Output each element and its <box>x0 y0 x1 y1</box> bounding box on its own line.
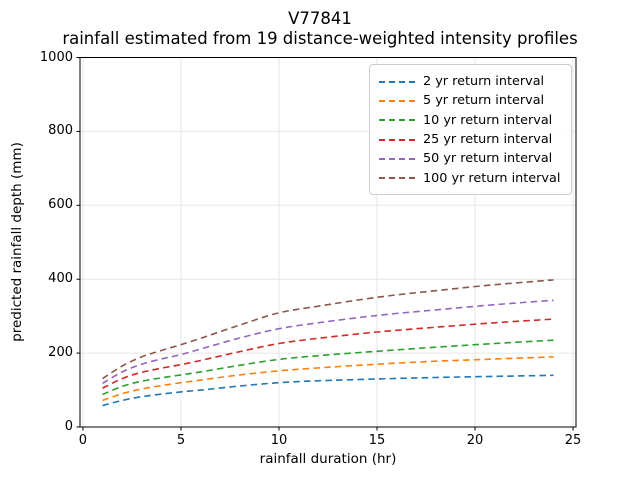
x-tick-label: 0 <box>78 433 88 448</box>
legend-item-label: 5 yr return interval <box>423 93 545 109</box>
legend: 2 yr return interval 5 yr return interval… <box>369 64 572 195</box>
y-tick-label: 600 <box>48 197 73 213</box>
y-tick-label: 800 <box>48 123 73 139</box>
data-series-line <box>102 356 554 402</box>
data-series-line <box>102 339 554 396</box>
axes-spines <box>79 57 577 428</box>
data-series-line <box>102 279 554 380</box>
legend-item: 2 yr return interval <box>379 72 563 91</box>
data-series-line <box>102 374 554 407</box>
y-tick-label: 200 <box>48 345 73 361</box>
legend-line-sample <box>379 99 415 102</box>
data-series-line <box>102 318 554 389</box>
legend-item-label: 50 yr return interval <box>423 151 553 167</box>
legend-line-sample <box>379 157 415 160</box>
legend-line-sample <box>379 119 415 122</box>
chart-title: V77841 <box>288 9 352 28</box>
legend-item: 5 yr return interval <box>379 91 563 110</box>
legend-item-label: 2 yr return interval <box>423 74 545 90</box>
legend-item: 50 yr return interval <box>379 149 563 168</box>
legend-item: 25 yr return interval <box>379 130 563 149</box>
x-tick-label: 20 <box>466 433 484 448</box>
chart-title-block: V77841 rainfall estimated from 19 distan… <box>0 9 640 49</box>
x-tick-label: 25 <box>564 433 582 448</box>
x-axis-label: rainfall duration (hr) <box>259 451 397 467</box>
chart-subtitle: rainfall estimated from 19 distance-weig… <box>62 29 578 49</box>
y-tick-label: 400 <box>48 271 73 287</box>
data-series-line <box>102 299 554 385</box>
legend-line-sample <box>379 177 415 180</box>
legend-item-label: 100 yr return interval <box>423 170 561 186</box>
legend-line-sample <box>379 138 415 141</box>
legend-item: 10 yr return interval <box>379 111 563 130</box>
x-tick-label: 10 <box>270 433 288 448</box>
y-tick-label: 1000 <box>39 49 73 65</box>
legend-item: 100 yr return interval <box>379 168 563 187</box>
legend-item-label: 25 yr return interval <box>423 132 553 148</box>
y-axis-label: predicted rainfall depth (mm) <box>9 142 25 342</box>
x-tick-label: 15 <box>368 433 386 448</box>
y-tick-label: 0 <box>64 419 73 434</box>
legend-line-sample <box>379 80 415 83</box>
x-tick-label: 5 <box>176 433 186 448</box>
legend-item-label: 10 yr return interval <box>423 112 553 128</box>
